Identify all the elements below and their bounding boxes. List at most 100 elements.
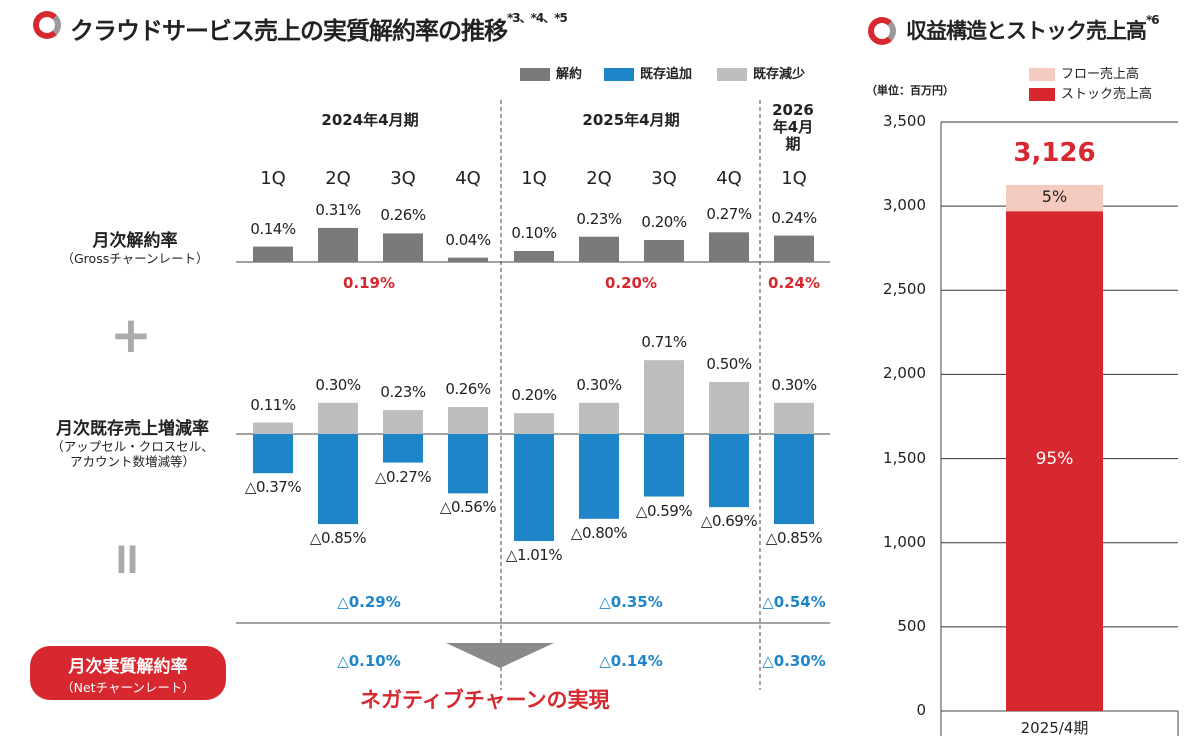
quarter-label: 4Q bbox=[716, 168, 742, 189]
existing-add-bar bbox=[448, 434, 488, 494]
churn-avg-2024: 0.19% bbox=[342, 274, 396, 292]
churn-bars bbox=[253, 227, 814, 262]
existing-decrease-bars bbox=[253, 360, 814, 434]
right-ytick-label: 1,000 bbox=[883, 532, 926, 551]
existing-decrease-bar bbox=[774, 402, 814, 434]
existing-add-bar bbox=[644, 434, 684, 497]
legend-swatch-existing-decrease bbox=[717, 68, 747, 81]
quarter-label: 1Q bbox=[260, 168, 286, 189]
existing-decrease-bar bbox=[448, 406, 488, 434]
net-churn-pill: 月次実質解約率 （Netチャーンレート） bbox=[30, 646, 226, 700]
existing-decrease-value-label: 0.30% bbox=[576, 375, 622, 394]
existing-decrease-value-label: 0.23% bbox=[380, 383, 426, 402]
legend-swatch-churn bbox=[520, 68, 550, 81]
quarter-label: 3Q bbox=[651, 168, 677, 189]
flow-bar bbox=[1006, 184, 1103, 212]
right-ytick-label: 3,000 bbox=[883, 196, 926, 215]
right-title-sup: *6 bbox=[1146, 13, 1160, 27]
right-ytick-label: 2,000 bbox=[883, 364, 926, 383]
existing-decrease-value-label: 0.50% bbox=[706, 355, 752, 373]
quarter-label: 3Q bbox=[390, 168, 416, 189]
existing-add-value-label: △0.59% bbox=[635, 501, 693, 520]
churn-bar bbox=[579, 236, 619, 262]
churn-bar bbox=[514, 251, 554, 262]
churn-bar bbox=[774, 235, 814, 262]
churn-bar bbox=[318, 227, 358, 262]
right-ytick-label: 0 bbox=[916, 701, 926, 719]
right-ytick-label: 3,500 bbox=[883, 112, 926, 130]
existing-decrease-bar bbox=[383, 410, 423, 434]
net-row-title: 月次実質解約率 bbox=[68, 657, 188, 677]
right-chart-svg bbox=[940, 121, 1179, 736]
existing-decrease-value-label: 0.30% bbox=[771, 375, 817, 394]
existing-decrease-value-label: 0.30% bbox=[315, 375, 361, 394]
unit-label: （単位：百万円） bbox=[866, 84, 954, 97]
legend-label-existing-add: 既存追加 bbox=[640, 67, 693, 82]
left-chart-title: クラウドサービス売上の実質解約率の推移*3、*4、*5 bbox=[70, 11, 568, 46]
net-row-sub: （Netチャーンレート） bbox=[61, 680, 195, 695]
churn-row-title: 月次解約率 bbox=[92, 231, 178, 251]
existing-row-sub2: アカウント数増減等） bbox=[69, 454, 195, 469]
conclusion-text: ネガティブチャーンの実現 bbox=[360, 688, 610, 712]
churn-value-label: 0.26% bbox=[380, 206, 426, 225]
existing-add-bar bbox=[514, 434, 554, 542]
existing-decrease-bar bbox=[579, 402, 619, 434]
legend-swatch-flow bbox=[1029, 68, 1055, 81]
existing-row-label: 月次既存売上増減率 （アップセル・クロスセル、 アカウント数増減等） bbox=[25, 414, 240, 469]
stock-bar bbox=[1006, 211, 1103, 711]
churn-row-label: 月次解約率 （Grossチャーンレート） bbox=[40, 226, 230, 266]
churn-value-label: 0.04% bbox=[445, 230, 491, 249]
churn-avg-2025: 0.20% bbox=[604, 274, 658, 292]
legend-churn: 解約 bbox=[520, 63, 582, 82]
right-ytick-label: 1,500 bbox=[883, 448, 926, 467]
net-avg-2025: △0.14% bbox=[599, 652, 663, 670]
left-title-text: クラウドサービス売上の実質解約率の推移 bbox=[70, 17, 508, 45]
churn-value-label: 0.14% bbox=[250, 219, 296, 238]
churn-bar bbox=[709, 232, 749, 262]
legend-flow: フロー売上高 bbox=[1029, 63, 1139, 82]
existing-add-bars bbox=[253, 434, 814, 542]
right-ytick-label: 2,500 bbox=[883, 280, 926, 299]
existing-add-value-label: △1.01% bbox=[505, 546, 563, 565]
down-arrow-icon bbox=[446, 643, 554, 668]
title-ring-icon bbox=[33, 11, 61, 39]
existing-add-value-label: △0.56% bbox=[439, 498, 497, 517]
legend-stock: ストック売上高 bbox=[1029, 83, 1152, 102]
right-chart-title: 収益構造とストック売上高*6 bbox=[906, 13, 1160, 45]
existing-decrease-bar bbox=[709, 382, 749, 434]
right-title-ring-icon bbox=[868, 17, 896, 45]
existing-add-value-label: △0.27% bbox=[374, 467, 432, 486]
quarter-label: 4Q bbox=[455, 168, 481, 189]
legend-label-flow: フロー売上高 bbox=[1061, 67, 1140, 82]
total-value-label: 3,126 bbox=[1013, 137, 1096, 168]
existing-avg-2024: △0.29% bbox=[337, 593, 401, 611]
existing-decrease-bar bbox=[514, 413, 554, 434]
existing-add-value-label: △0.80% bbox=[570, 523, 628, 542]
plus-sign: + bbox=[110, 306, 152, 364]
existing-row-title: 月次既存売上増減率 bbox=[56, 419, 209, 439]
churn-bar bbox=[448, 257, 488, 262]
left-chart-svg bbox=[236, 100, 830, 690]
churn-value-label: 0.20% bbox=[641, 213, 687, 231]
existing-add-bar bbox=[774, 434, 814, 525]
existing-decrease-value-label: 0.71% bbox=[641, 333, 687, 352]
legend-label-churn: 解約 bbox=[556, 67, 583, 82]
right-ytick-label: 500 bbox=[897, 616, 926, 635]
existing-decrease-value-label: 0.26% bbox=[445, 379, 491, 398]
legend-swatch-stock bbox=[1029, 88, 1055, 101]
period-2024: 2024年4月期 bbox=[321, 111, 419, 129]
right-title-text: 収益構造とストック売上高 bbox=[906, 19, 1147, 43]
existing-add-value-label: △0.85% bbox=[765, 529, 823, 548]
legend-existing-decrease: 既存減少 bbox=[717, 63, 805, 82]
left-title-sup: *3、*4、*5 bbox=[507, 11, 568, 25]
existing-decrease-bar bbox=[644, 360, 684, 434]
churn-row-sub: （Grossチャーンレート） bbox=[61, 251, 209, 266]
existing-add-bar bbox=[383, 434, 423, 463]
right-bars bbox=[1006, 184, 1103, 711]
churn-value-label: 0.24% bbox=[771, 208, 817, 227]
existing-decrease-value-label: 0.20% bbox=[511, 386, 557, 405]
churn-value-label: 0.27% bbox=[706, 205, 752, 224]
existing-decrease-bar bbox=[253, 422, 293, 434]
equals-sign: II bbox=[115, 538, 139, 582]
legend-label-stock: ストック売上高 bbox=[1061, 87, 1153, 102]
